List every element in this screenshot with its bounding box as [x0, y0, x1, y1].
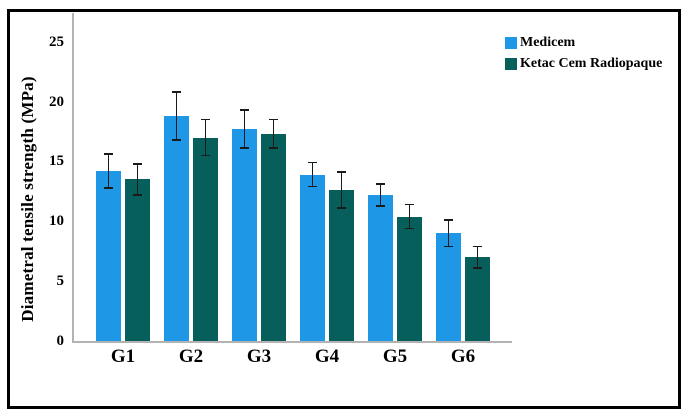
- error-bar: [107, 154, 110, 188]
- error-bar: [340, 172, 343, 209]
- bar-medicem-g6: [436, 233, 461, 341]
- error-bar-cap: [104, 186, 113, 189]
- error-bar-cap: [444, 219, 453, 221]
- figure-border: [7, 9, 681, 409]
- bar-medicem-g5: [368, 194, 393, 341]
- y-tick-label: 20: [49, 93, 64, 110]
- error-bar-cap: [405, 227, 414, 230]
- bar-ketac-g5: [397, 216, 422, 341]
- bar-medicem-g3: [232, 129, 257, 341]
- legend-swatch-icon: [505, 37, 517, 49]
- y-tick-label: 0: [56, 333, 65, 349]
- bar-ketac-g6: [465, 257, 490, 341]
- error-bar: [272, 119, 275, 149]
- error-bar-cap: [201, 118, 210, 121]
- error-bar-cap: [473, 245, 482, 248]
- y-tick-label: 25: [49, 33, 64, 50]
- x-category-label-g3: G3: [246, 346, 272, 367]
- error-bar: [408, 204, 411, 229]
- error-bar-cap: [269, 118, 278, 121]
- error-bar-cap: [269, 147, 278, 150]
- y-tick-label: 15: [49, 153, 64, 170]
- error-bar-cap: [133, 194, 142, 196]
- error-bar-cap: [337, 171, 346, 174]
- error-bar-cap: [172, 91, 181, 93]
- error-bar-cap: [240, 147, 249, 150]
- bar-medicem-g1: [96, 171, 121, 341]
- error-bar-cap: [240, 109, 249, 111]
- y-tick-label: 5: [56, 273, 65, 290]
- legend-label: Medicem: [520, 35, 576, 50]
- bar-ketac-g3: [261, 133, 286, 341]
- x-axis-line: [72, 341, 512, 343]
- error-bar-cap: [405, 203, 414, 206]
- error-bar: [476, 246, 479, 268]
- error-bar-cap: [376, 183, 385, 185]
- error-bar: [447, 220, 450, 247]
- y-tick-label: 10: [49, 213, 64, 230]
- error-bar: [204, 119, 207, 156]
- bar-ketac-g1: [125, 179, 150, 341]
- bar-medicem-g4: [300, 174, 325, 341]
- x-category-label-g2: G2: [178, 346, 204, 367]
- error-bar: [175, 92, 178, 140]
- legend-label: Ketac Cem Radiopaque: [520, 56, 663, 71]
- error-bar-cap: [133, 163, 142, 165]
- x-category-label-g6: G6: [450, 346, 476, 367]
- error-bar: [379, 184, 382, 206]
- error-bar-cap: [473, 267, 482, 269]
- error-bar-cap: [172, 139, 181, 141]
- legend: Medicem Ketac Cem Radiopaque: [505, 35, 662, 77]
- y-axis-line: [72, 13, 74, 342]
- legend-item-medicem: Medicem: [505, 35, 662, 51]
- bar-ketac-g2: [193, 137, 218, 341]
- error-bar: [243, 109, 246, 149]
- error-bar-cap: [201, 154, 210, 157]
- error-bar-cap: [444, 245, 453, 248]
- error-bar-cap: [104, 153, 113, 156]
- x-category-label-g4: G4: [314, 346, 340, 367]
- error-bar: [136, 163, 139, 195]
- error-bar-cap: [308, 161, 317, 164]
- plot-area: 0 5 10 15 20 25 G1 G2 G3 G4 G5 G6: [49, 13, 512, 367]
- error-bar: [311, 162, 314, 187]
- bar-ketac-g4: [329, 190, 354, 341]
- legend-item-ketac: Ketac Cem Radiopaque: [505, 56, 662, 72]
- error-bar-cap: [376, 204, 385, 207]
- legend-swatch-icon: [505, 58, 517, 70]
- bar-medicem-g2: [164, 115, 189, 341]
- error-bar-cap: [308, 185, 317, 188]
- x-category-label-g5: G5: [382, 346, 408, 367]
- error-bar-cap: [337, 207, 346, 209]
- x-category-label-g1: G1: [110, 346, 136, 367]
